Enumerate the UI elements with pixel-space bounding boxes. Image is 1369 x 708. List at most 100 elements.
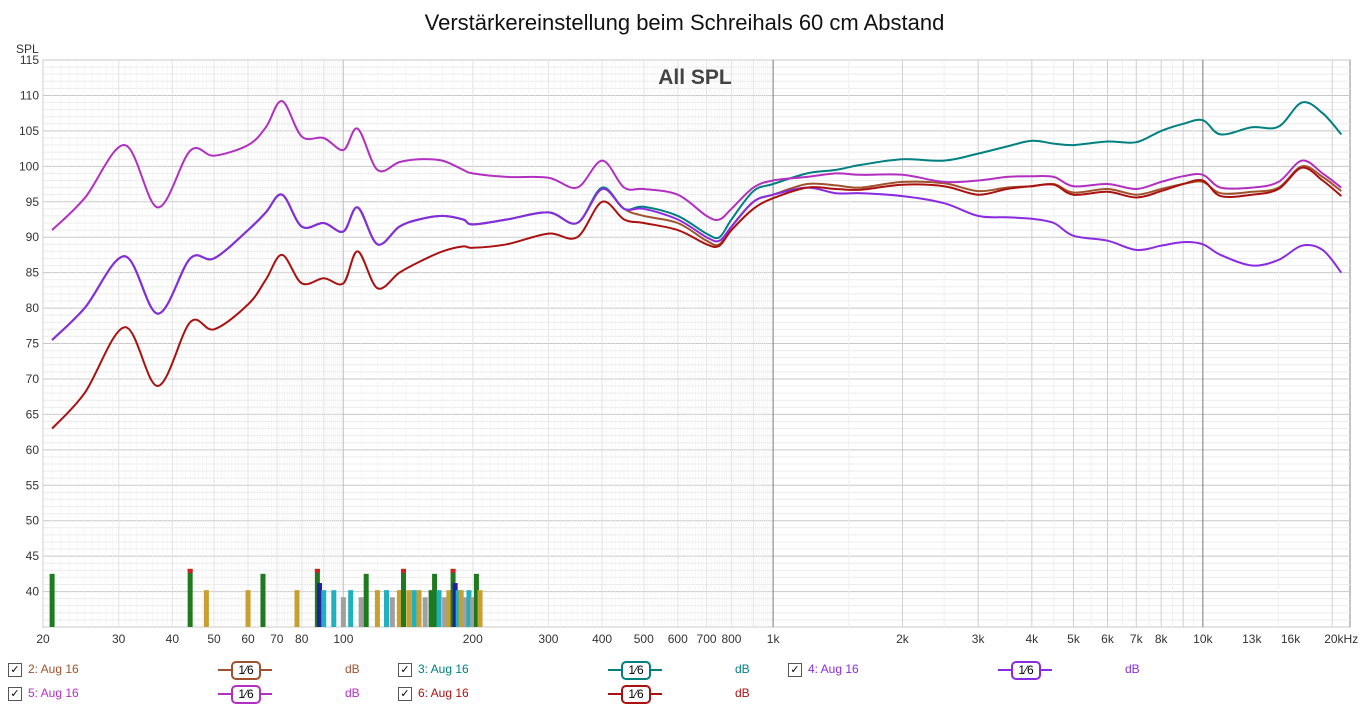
peak-bar — [358, 597, 364, 627]
x-tick-label: 40 — [166, 632, 180, 646]
peak-bar — [422, 597, 428, 627]
legend-checkbox[interactable]: ✓ — [398, 663, 412, 677]
legend-series-name: 5: Aug 16 — [28, 686, 79, 700]
peak-bar — [374, 590, 380, 627]
peak-bar — [363, 573, 369, 627]
peak-bar-cap — [187, 568, 193, 573]
legend-series-name: 4: Aug 16 — [808, 662, 859, 676]
peak-bar — [458, 590, 464, 627]
x-tick-label: 1k — [767, 632, 781, 646]
smoothing-label: 1⁄6 — [231, 661, 261, 680]
x-tick-label: 700 — [697, 632, 717, 646]
smoothing-button[interactable]: 1⁄6 — [608, 685, 682, 704]
legend-series-name: 2: Aug 16 — [28, 662, 79, 676]
legend-item: ✓ 3: Aug 16 1⁄6 dB — [398, 661, 778, 681]
grid — [42, 59, 1351, 628]
peak-bar — [317, 583, 323, 627]
legend-checkbox[interactable]: ✓ — [8, 687, 22, 701]
peak-bar — [442, 597, 448, 627]
peak-bar — [466, 590, 472, 627]
legend-series-name: 3: Aug 16 — [418, 662, 469, 676]
peak-bar — [470, 597, 476, 627]
peak-bar — [446, 590, 452, 627]
x-tick-label: 600 — [668, 632, 688, 646]
peak-bar-cap — [400, 568, 406, 573]
x-tick-label: 5k — [1067, 632, 1081, 646]
peak-bar — [321, 590, 327, 627]
smoothing-button[interactable]: 1⁄6 — [218, 661, 292, 680]
x-tick-label: 13k — [1242, 632, 1262, 646]
legend-checkbox[interactable]: ✓ — [788, 663, 802, 677]
x-tick-label: 50 — [207, 632, 221, 646]
legend-unit: dB — [345, 662, 360, 676]
x-tick-label: 16k — [1281, 632, 1301, 646]
peak-bar-cap — [314, 568, 320, 573]
legend-row: ✓ 2: Aug 16 1⁄6 dB ✓ 3: Aug 16 1⁄6 dB ✓ 4: Aug 16… — [0, 661, 1369, 681]
legend-item: ✓ 5: Aug 16 1⁄6 dB — [8, 685, 388, 705]
y-tick-label: 70 — [26, 372, 40, 386]
x-tick-label: 20kHz — [1324, 632, 1358, 646]
chart-subtitle: All SPL — [658, 66, 732, 89]
peak-bar — [49, 573, 55, 627]
y-tick-label: 105 — [19, 124, 39, 138]
peak-bar — [406, 590, 412, 627]
y-tick-label: 75 — [26, 337, 40, 351]
smoothing-label: 1⁄6 — [621, 661, 651, 680]
x-tick-label: 70 — [270, 632, 284, 646]
peak-bar — [428, 590, 434, 627]
chart-canvas[interactable]: 40 45 50 55 60 65 70 75 80 85 90 95 100 105 110 115 20 30… — [0, 0, 1369, 660]
series-line-4-aug-16 — [51, 186, 1343, 341]
y-axis-label: SPL — [16, 42, 39, 56]
legend-checkbox[interactable]: ✓ — [398, 687, 412, 701]
x-tick-label: 10k — [1193, 632, 1213, 646]
peak-bar — [294, 590, 300, 627]
x-tick-label: 400 — [592, 632, 612, 646]
x-tick-label: 4k — [1025, 632, 1039, 646]
legend-unit: dB — [345, 686, 360, 700]
series-line-5-aug-16 — [51, 100, 1342, 231]
peak-bar — [331, 590, 337, 627]
x-tick-label: 80 — [295, 632, 309, 646]
y-tick-label: 60 — [26, 443, 40, 457]
peak-bar — [416, 590, 422, 627]
x-tick-label: 30 — [112, 632, 126, 646]
y-tick-label: 95 — [26, 195, 40, 209]
y-tick-label: 115 — [20, 53, 39, 67]
peak-bar — [384, 590, 390, 627]
y-tick-label: 45 — [26, 549, 40, 563]
y-tick-label: 40 — [26, 585, 40, 599]
x-tick-label: 300 — [538, 632, 558, 646]
peak-bar — [462, 597, 468, 627]
legend-unit: dB — [1125, 662, 1140, 676]
peak-bar — [400, 568, 406, 627]
x-tick-label: 200 — [463, 632, 483, 646]
peak-bar — [203, 590, 209, 627]
x-tick-label: 60 — [241, 632, 255, 646]
y-tick-label: 110 — [20, 88, 39, 102]
x-tick-label: 20 — [36, 632, 50, 646]
chart-title: Verstärkereinstellung beim Schreihals 60… — [424, 10, 945, 35]
peak-bar — [348, 590, 354, 627]
x-tick-label: 100 — [333, 632, 353, 646]
peak-bar — [187, 568, 193, 627]
axes: 40 45 50 55 60 65 70 75 80 85 90 95 100 105 110 115 20 30… — [19, 53, 1358, 646]
peak-bar — [396, 590, 402, 627]
y-tick-label: 100 — [19, 159, 39, 173]
legend-series-name: 6: Aug 16 — [418, 686, 469, 700]
legend-item: ✓ 4: Aug 16 1⁄6 dB — [788, 661, 1168, 681]
legend-unit: dB — [735, 686, 750, 700]
legend-row: ✓ 5: Aug 16 1⁄6 dB ✓ 6: Aug 16 1⁄6 dB — [0, 685, 1369, 705]
y-tick-label: 55 — [26, 478, 40, 492]
y-tick-label: 85 — [26, 266, 40, 280]
smoothing-button[interactable]: 1⁄6 — [608, 661, 682, 680]
y-tick-label: 50 — [26, 514, 40, 528]
peak-bar — [260, 573, 266, 627]
x-tick-label: 3k — [972, 632, 986, 646]
x-tick-label: 8k — [1155, 632, 1169, 646]
peak-bar — [245, 590, 251, 627]
peak-bar — [477, 590, 483, 627]
smoothing-button[interactable]: 1⁄6 — [218, 685, 292, 704]
legend-checkbox[interactable]: ✓ — [8, 663, 22, 677]
x-tick-label: 500 — [634, 632, 654, 646]
smoothing-button[interactable]: 1⁄6 — [998, 661, 1072, 680]
